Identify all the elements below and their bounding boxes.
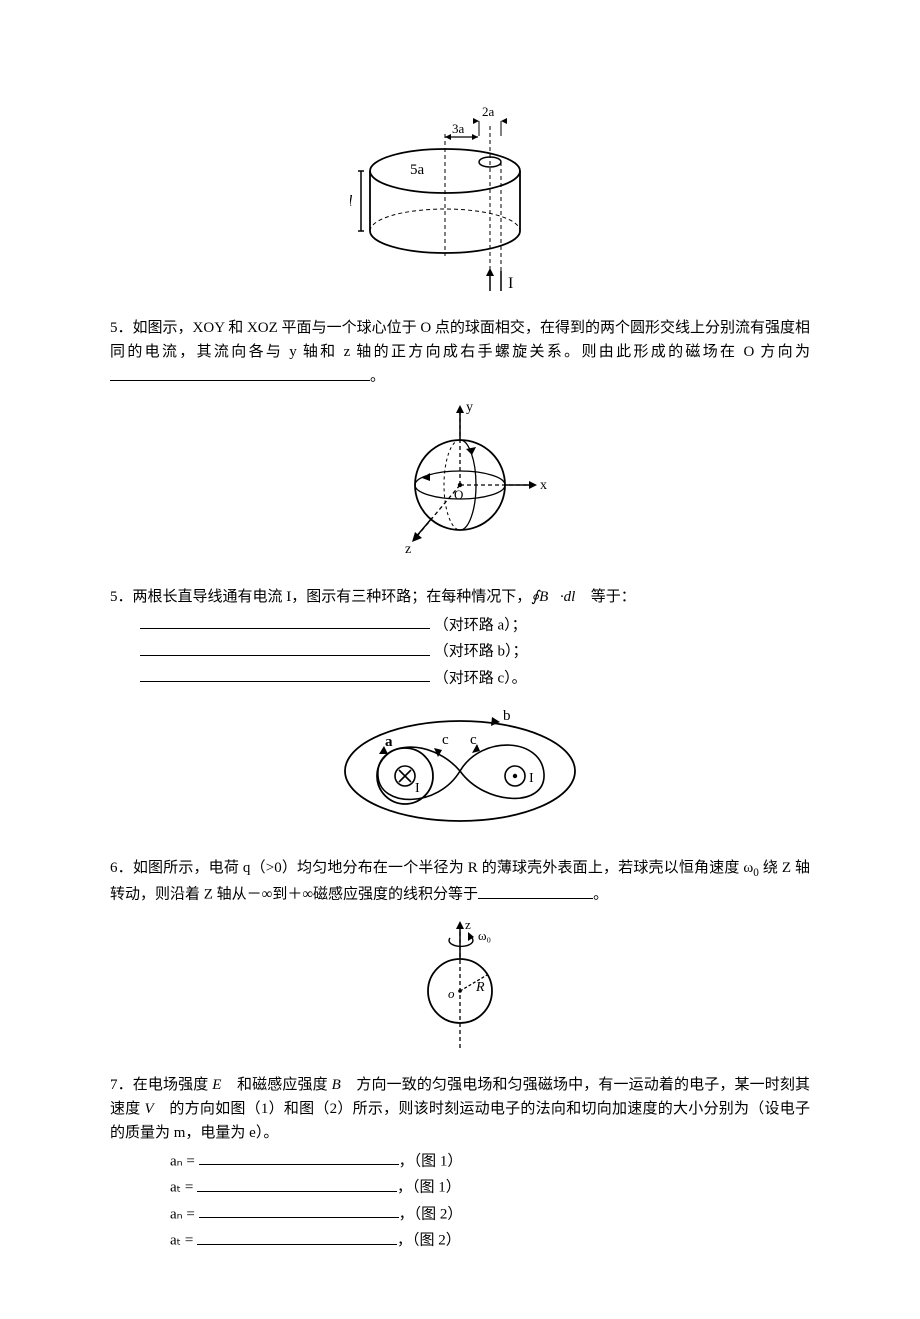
svg-text:y: y bbox=[466, 400, 473, 415]
q7-r3-label: aₜ = bbox=[170, 1233, 193, 1249]
svg-text:z: z bbox=[465, 917, 471, 932]
q7-V: V⃗ bbox=[145, 1101, 166, 1117]
q5b-integral: ∮B⃗·dl⃗ bbox=[531, 589, 587, 605]
q7-row-2: aₙ = ，（图 2） bbox=[170, 1202, 810, 1227]
svg-text:b: b bbox=[503, 708, 511, 724]
svg-text:c: c bbox=[442, 732, 449, 748]
svg-text:x: x bbox=[540, 478, 547, 493]
q7-r0-label: aₙ = bbox=[170, 1153, 195, 1169]
svg-text:5a: 5a bbox=[410, 162, 425, 178]
svg-text:a: a bbox=[385, 734, 393, 750]
label-loop-b: （对环路 b）； bbox=[434, 644, 528, 660]
blank-c bbox=[140, 666, 430, 683]
q5b-text: 5．两根长直导线通有电流 I，图示有三种环路；在每种情况下，∮B⃗·dl⃗ 等于… bbox=[110, 585, 810, 609]
svg-text:2a: 2a bbox=[482, 104, 495, 119]
q7-answers: aₙ = ，（图 1） aₜ = ，（图 1） aₙ = ，（图 2） aₜ =… bbox=[170, 1149, 810, 1253]
figure-cylinder: l 3a 2a 5a I bbox=[110, 96, 810, 304]
svg-text:c: c bbox=[470, 732, 477, 748]
q5a-suffix: 。 bbox=[370, 369, 385, 385]
q7-E: E⃗ bbox=[212, 1077, 233, 1093]
q7-r3-blank bbox=[197, 1228, 397, 1245]
q6-suffix: 。 bbox=[593, 887, 608, 903]
q7-r2-label: aₙ = bbox=[170, 1206, 195, 1222]
q7-r3-fig: ，（图 2） bbox=[397, 1233, 461, 1249]
svg-text:I: I bbox=[508, 275, 513, 292]
loops-svg: b a I I c c bbox=[330, 696, 590, 836]
q7-r1-blank bbox=[197, 1175, 397, 1192]
q7-r0-blank bbox=[199, 1149, 399, 1166]
q7-t4: 的方向如图（1）和图（2）所示，则该时刻运动电子的法向和切向加速度的大小分别为（… bbox=[110, 1101, 810, 1141]
q7-r2-fig: ，（图 2） bbox=[399, 1206, 463, 1222]
loop-row-c: （对环路 c）。 bbox=[140, 666, 810, 691]
q7-t1: 在电场强度 bbox=[133, 1077, 213, 1093]
q7-B: B⃗ bbox=[332, 1077, 353, 1093]
svg-text:3a: 3a bbox=[452, 121, 465, 136]
shell-svg: z ω₀ o R bbox=[390, 913, 530, 1053]
q7-text: 7．在电场强度 E⃗ 和磁感应强度 B⃗ 方向一致的匀强电场和匀强磁场中，有一运… bbox=[110, 1073, 810, 1145]
figure-sphere: y x z O bbox=[110, 395, 810, 573]
svg-text:z: z bbox=[405, 542, 411, 557]
q6-text: 6．如图所示，电荷 q（>0）均匀地分布在一个半径为 R 的薄球壳外表面上，若球… bbox=[110, 856, 810, 907]
svg-text:ω₀: ω₀ bbox=[478, 928, 491, 943]
svg-text:I: I bbox=[529, 771, 534, 786]
q7-row-0: aₙ = ，（图 1） bbox=[170, 1149, 810, 1174]
q7-r1-label: aₜ = bbox=[170, 1180, 193, 1196]
q5a-text: 5．如图示，XOY 和 XOZ 平面与一个球心位于 O 点的球面相交，在得到的两… bbox=[110, 316, 810, 389]
q7-number: 7． bbox=[110, 1077, 133, 1093]
label-loop-a: （对环路 a）； bbox=[434, 617, 527, 633]
label-loop-c: （对环路 c）。 bbox=[434, 670, 527, 686]
q5a-number: 5． bbox=[110, 320, 133, 336]
q5b-body1: 两根长直导线通有电流 I，图示有三种环路；在每种情况下， bbox=[133, 589, 532, 605]
svg-text:R: R bbox=[475, 980, 485, 995]
cylinder-svg: l 3a 2a 5a I bbox=[350, 96, 570, 296]
svg-text:O: O bbox=[454, 487, 463, 502]
figure-shell: z ω₀ o R bbox=[110, 913, 810, 1061]
loop-row-b: （对环路 b）； bbox=[140, 639, 810, 664]
q5a-blank bbox=[110, 364, 370, 381]
q7-row-1: aₜ = ，（图 1） bbox=[170, 1175, 810, 1200]
q6-body1: 如图所示，电荷 q（>0）均匀地分布在一个半径为 R 的薄球壳外表面上，若球壳以… bbox=[133, 860, 753, 876]
blank-b bbox=[140, 639, 430, 656]
q5b-number: 5． bbox=[110, 589, 133, 605]
q7-t2: 和磁感应强度 bbox=[233, 1077, 332, 1093]
svg-text:I: I bbox=[415, 781, 420, 796]
q7-r1-fig: ，（图 1） bbox=[397, 1180, 461, 1196]
svg-text:l: l bbox=[350, 193, 353, 210]
q5b-loops: （对环路 a）； （对环路 b）； （对环路 c）。 bbox=[140, 613, 810, 691]
q6-blank bbox=[478, 882, 593, 899]
q7-r2-blank bbox=[199, 1202, 399, 1219]
sphere-svg: y x z O bbox=[360, 395, 560, 565]
q7-r0-fig: ，（图 1） bbox=[399, 1153, 463, 1169]
q7-row-3: aₜ = ，（图 2） bbox=[170, 1228, 810, 1253]
svg-text:o: o bbox=[448, 986, 455, 1001]
figure-loops: b a I I c c bbox=[110, 696, 810, 844]
q6-number: 6． bbox=[110, 860, 133, 876]
blank-a bbox=[140, 613, 430, 630]
q5b-body2: 等于： bbox=[587, 589, 636, 605]
loop-row-a: （对环路 a）； bbox=[140, 613, 810, 638]
q5a-body: 如图示，XOY 和 XOZ 平面与一个球心位于 O 点的球面相交，在得到的两个圆… bbox=[110, 320, 810, 360]
